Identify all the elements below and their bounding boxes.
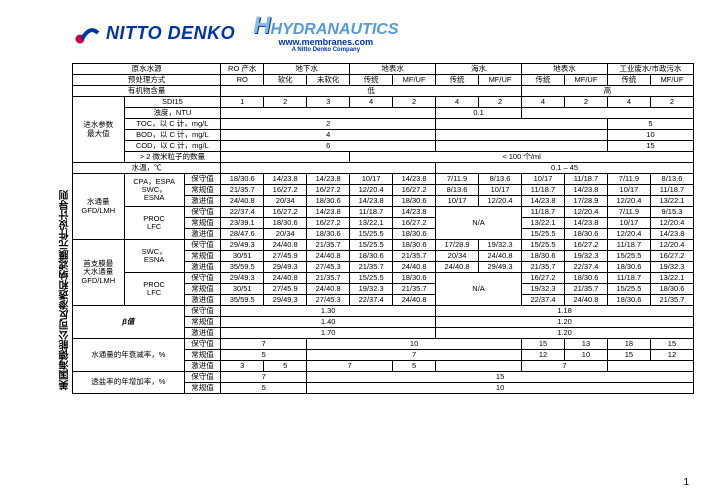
hydra-sub: A Nitto Denko Company	[292, 47, 360, 53]
nitto-icon	[72, 23, 100, 45]
vertical-title: 美国海德能公司反渗透和纳滤膜元件设计导则	[58, 190, 73, 390]
nitto-text: NITTO DENKO	[106, 23, 235, 44]
hydranautics-logo: H HYDRANAUTICS www.membranes.com A Nitto…	[253, 14, 398, 53]
hydra-url: www.membranes.com	[278, 38, 373, 47]
header: NITTO DENKO H HYDRANAUTICS www.membranes…	[0, 0, 713, 57]
guidelines-table: 原水水源RO 产水地下水地表水海水地表水工业废水/市政污水 预处理方式RO软化未…	[72, 63, 694, 394]
hydra-h: H	[253, 14, 270, 38]
page-number: 1	[683, 477, 689, 488]
nitto-denko-logo: NITTO DENKO	[72, 23, 235, 45]
hydra-text: HYDRANAUTICS	[271, 22, 399, 38]
label-source: 原水水源	[73, 64, 221, 75]
